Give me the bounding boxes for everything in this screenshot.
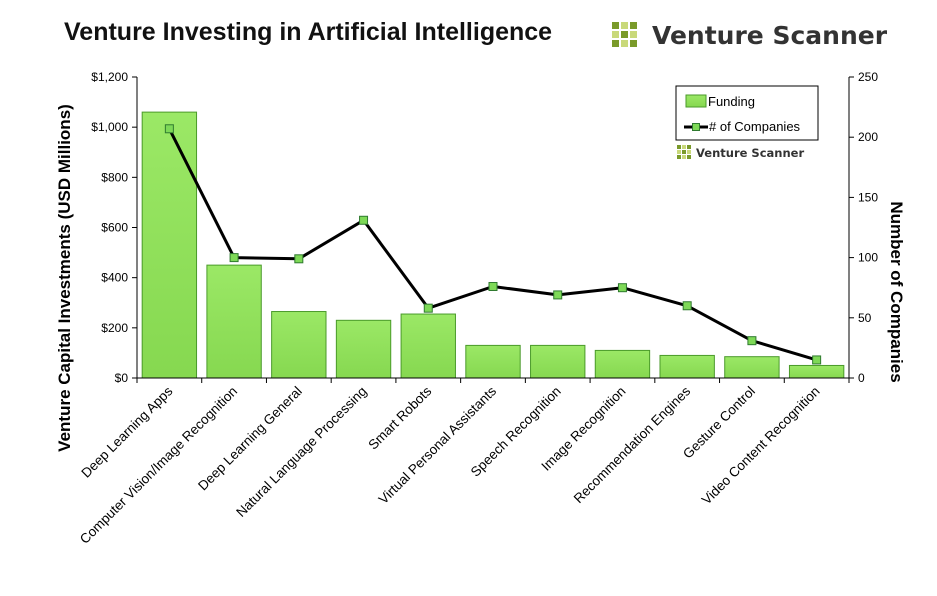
bar-series-funding bbox=[141, 111, 845, 379]
y-tick-label-right-5: 250 bbox=[858, 70, 878, 84]
bar-8 bbox=[659, 354, 715, 379]
logo-cell-1-0 bbox=[612, 31, 619, 38]
bar-4 bbox=[400, 313, 456, 379]
line-series-companies bbox=[164, 124, 822, 365]
logo-cell-1-2 bbox=[630, 31, 637, 38]
y-tick-label-left-5: $1,000 bbox=[91, 120, 128, 134]
y-tick-label-right-0: 0 bbox=[858, 371, 865, 385]
logo-grid-icon bbox=[612, 22, 637, 47]
legend-swatch-funding bbox=[685, 94, 707, 108]
watermark-cell-2-2 bbox=[687, 155, 691, 159]
y-axis-title-right: Number of Companies bbox=[887, 201, 906, 382]
y-axis-title-left: Venture Capital Investments (USD Million… bbox=[55, 104, 74, 452]
companies-point-8 bbox=[682, 301, 692, 311]
watermark-cell-0-1 bbox=[682, 145, 686, 149]
companies-point-5 bbox=[488, 281, 498, 291]
logo-cell-2-2 bbox=[630, 40, 637, 47]
watermark-grid-icon bbox=[677, 145, 691, 159]
logo-cell-2-1 bbox=[621, 40, 628, 47]
y-tick-label-left-2: $400 bbox=[101, 271, 128, 285]
bar-2 bbox=[271, 311, 327, 379]
companies-point-0 bbox=[164, 124, 174, 134]
bar-5 bbox=[465, 344, 521, 379]
watermark-cell-0-2 bbox=[687, 145, 691, 149]
companies-point-3 bbox=[359, 215, 369, 225]
logo-cell-0-1 bbox=[621, 22, 628, 29]
bar-6 bbox=[530, 344, 586, 379]
category-label-10: Video Content Recognition bbox=[699, 384, 823, 508]
companies-point-10 bbox=[812, 355, 822, 365]
y-tick-label-right-3: 150 bbox=[858, 190, 878, 204]
companies-point-4 bbox=[423, 303, 433, 313]
y-tick-label-left-3: $600 bbox=[101, 221, 128, 235]
legend-swatch-marker bbox=[692, 123, 700, 131]
bar-9 bbox=[724, 356, 780, 379]
bar-0 bbox=[141, 111, 198, 379]
companies-point-9 bbox=[747, 336, 757, 346]
watermark-cell-2-0 bbox=[677, 155, 681, 159]
y-tick-label-left-4: $800 bbox=[101, 170, 128, 184]
companies-point-1 bbox=[229, 253, 239, 263]
companies-line bbox=[168, 128, 818, 362]
bar-7 bbox=[594, 349, 651, 379]
y-tick-label-left-1: $200 bbox=[101, 321, 128, 335]
tick-labels: $0 $200 $400 $600 $800 $1,000 $1,200 0 50 100 150 2… bbox=[91, 70, 878, 385]
y-tick-label-right-1: 50 bbox=[858, 311, 872, 325]
bar-1 bbox=[206, 264, 262, 379]
legend-label-companies: # of Companies bbox=[709, 119, 801, 134]
legend-label-funding: Funding bbox=[708, 94, 755, 109]
y-tick-label-right-4: 200 bbox=[858, 130, 878, 144]
category-label-3: Natural Language Processing bbox=[233, 384, 369, 520]
bar-10 bbox=[788, 364, 845, 379]
category-label-8: Recommendation Engines bbox=[571, 383, 694, 506]
category-label-5: Virtual Personal Assistants bbox=[376, 383, 500, 507]
legend: Funding # of Companies bbox=[675, 85, 819, 141]
brand-name: Venture Scanner bbox=[652, 21, 888, 50]
watermark-cell-0-0 bbox=[677, 145, 681, 149]
watermark-cell-1-2 bbox=[687, 150, 691, 154]
logo-cell-0-2 bbox=[630, 22, 637, 29]
watermark-cell-1-1 bbox=[682, 150, 686, 154]
chart-title: Venture Investing in Artificial Intellig… bbox=[64, 18, 552, 46]
logo-cell-0-0 bbox=[612, 22, 619, 29]
brand-logo: Venture Scanner bbox=[612, 21, 888, 50]
y-tick-label-left-6: $1,200 bbox=[91, 70, 128, 84]
logo-cell-2-0 bbox=[612, 40, 619, 47]
watermark-cell-1-0 bbox=[677, 150, 681, 154]
category-label-4: Smart Robots bbox=[365, 383, 434, 452]
watermark-logo: Venture Scanner bbox=[677, 145, 804, 160]
companies-point-7 bbox=[617, 283, 627, 293]
bar-3 bbox=[335, 319, 392, 379]
logo-cell-1-1 bbox=[621, 31, 628, 38]
companies-point-6 bbox=[553, 290, 563, 300]
watermark-text: Venture Scanner bbox=[696, 146, 804, 160]
watermark-cell-2-1 bbox=[682, 155, 686, 159]
y-tick-label-left-0: $0 bbox=[115, 371, 129, 385]
axes bbox=[132, 76, 854, 383]
companies-point-2 bbox=[294, 254, 304, 264]
y-tick-label-right-2: 100 bbox=[858, 251, 878, 265]
category-label-2: Deep Learning General bbox=[195, 384, 305, 494]
